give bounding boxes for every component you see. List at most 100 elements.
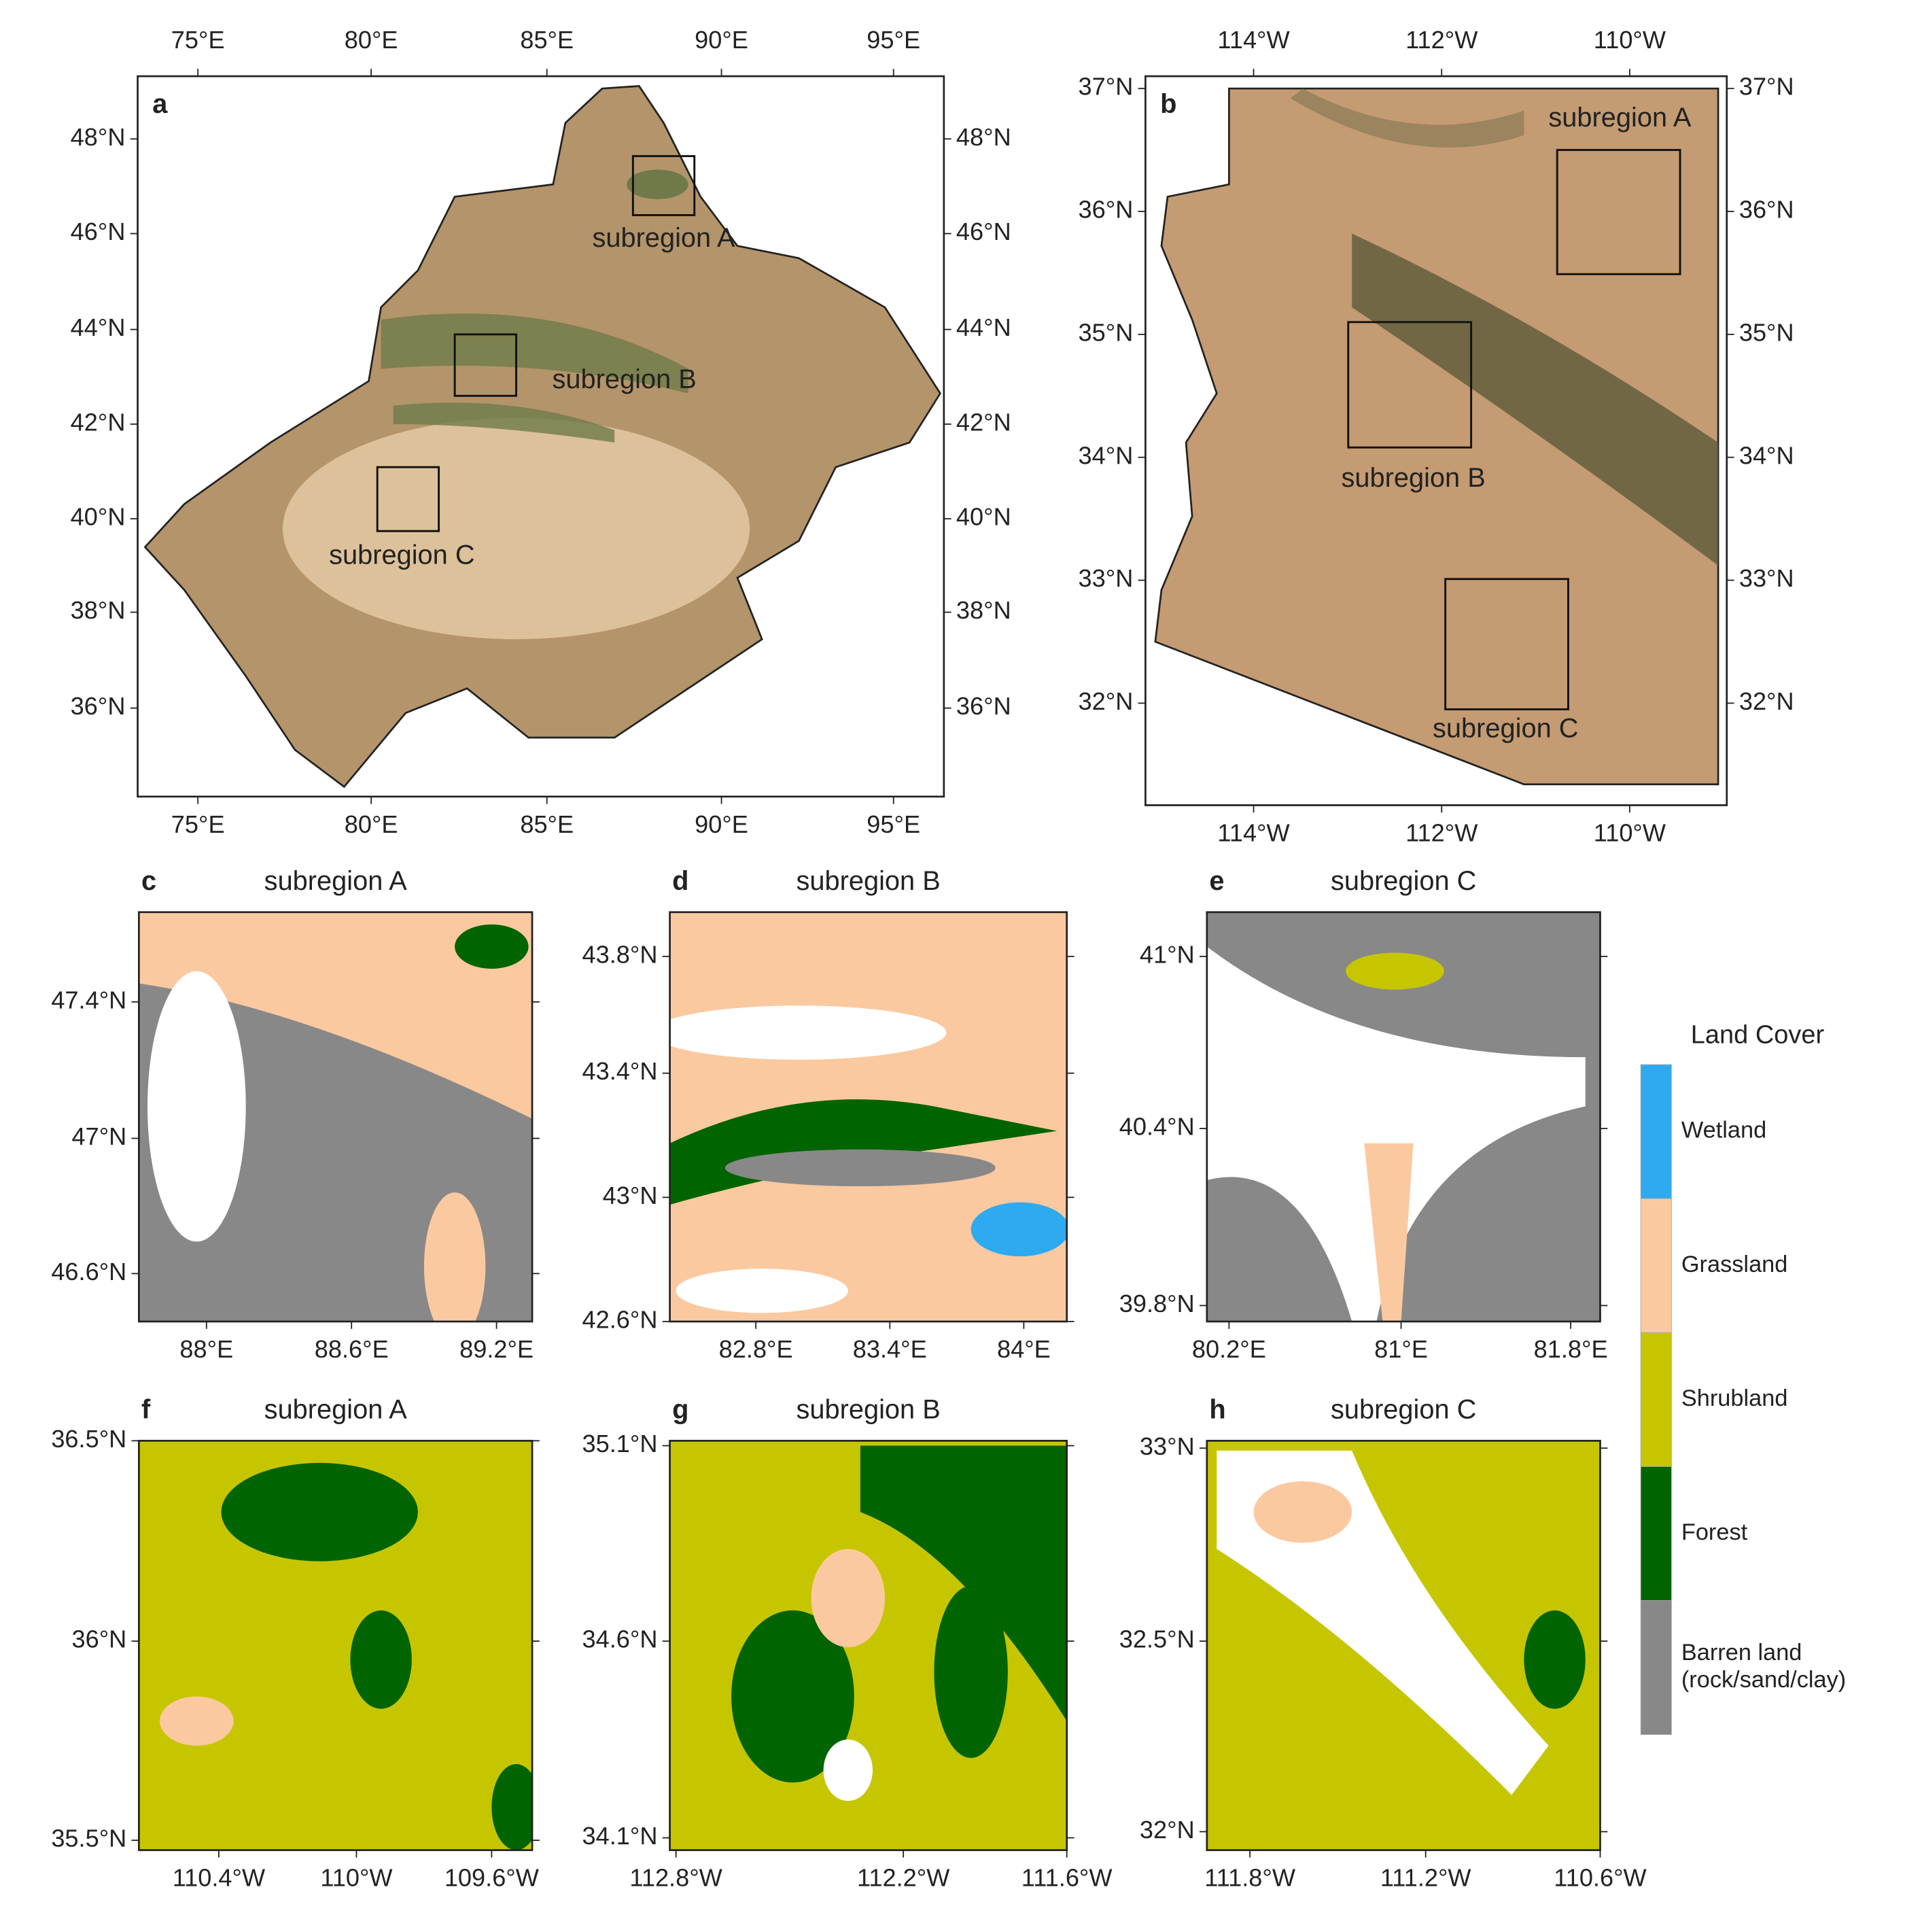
x-tick-label: 85°E bbox=[520, 810, 574, 838]
subregion-label: subregion C bbox=[1433, 714, 1578, 744]
y-tick-label: 37°N bbox=[1739, 73, 1794, 101]
y-tick-label: 34.1°N bbox=[582, 1822, 658, 1850]
patch bbox=[423, 1192, 486, 1322]
y-tick-label: 40°N bbox=[956, 503, 1011, 531]
x-tick-label: 75°E bbox=[171, 26, 225, 54]
x-tick-label: 112°W bbox=[1405, 818, 1478, 846]
x-tick-label: 114°W bbox=[1217, 818, 1289, 846]
map-b bbox=[1154, 87, 1719, 786]
patch bbox=[491, 1763, 533, 1850]
y-tick-label: 33°N bbox=[1739, 564, 1794, 592]
patch bbox=[1524, 1610, 1586, 1709]
y-tick-label: 43°N bbox=[603, 1181, 658, 1209]
y-tick-label: 36°N bbox=[71, 692, 126, 720]
x-tick-label: 110.6°W bbox=[1554, 1864, 1646, 1892]
patch bbox=[676, 1269, 848, 1313]
vegetation bbox=[627, 169, 688, 199]
patch bbox=[147, 971, 246, 1242]
subregion-label: subregion A bbox=[593, 223, 736, 253]
patch bbox=[455, 924, 529, 969]
x-tick-label: 82.8°E bbox=[719, 1335, 793, 1363]
x-tick-label: 95°E bbox=[867, 810, 920, 838]
frame bbox=[138, 911, 534, 1323]
y-tick-label: 46°N bbox=[956, 218, 1011, 245]
panel-letter: a bbox=[152, 89, 168, 119]
panel-letter: d bbox=[672, 866, 688, 896]
y-tick-label: 46.6°N bbox=[51, 1258, 126, 1286]
land-cover-map bbox=[1206, 1441, 1601, 1850]
legend-title: Land Cover bbox=[1691, 1020, 1825, 1049]
y-tick-label: 44°N bbox=[71, 313, 126, 341]
y-tick-label: 32°N bbox=[1079, 687, 1134, 715]
legend-label: Barren land bbox=[1681, 1640, 1802, 1666]
legend-swatch bbox=[1640, 1332, 1672, 1467]
panel-title: subregion C bbox=[1331, 866, 1476, 896]
x-tick-label: 112.8°W bbox=[629, 1864, 722, 1892]
x-tick-label: 89.2°E bbox=[459, 1335, 534, 1363]
land-cover-map bbox=[139, 1441, 533, 1850]
frame bbox=[1206, 1440, 1601, 1851]
land-cover-map bbox=[669, 912, 1067, 1322]
y-tick-label: 35.1°N bbox=[582, 1430, 658, 1457]
y-tick-label: 40°N bbox=[71, 503, 126, 531]
y-tick-label: 35°N bbox=[1739, 318, 1794, 346]
y-tick-label: 33°N bbox=[1140, 1432, 1195, 1460]
y-tick-label: 34°N bbox=[1739, 441, 1794, 469]
x-tick-label: 80°E bbox=[345, 810, 398, 838]
y-tick-label: 32°N bbox=[1140, 1816, 1195, 1844]
patch bbox=[731, 1610, 854, 1783]
x-tick-label: 90°E bbox=[695, 810, 748, 838]
y-tick-label: 42°N bbox=[71, 408, 126, 436]
land-cover-map bbox=[669, 1441, 1067, 1850]
x-tick-label: 85°E bbox=[520, 26, 574, 54]
y-tick-label: 39.8°N bbox=[1119, 1290, 1195, 1317]
patch bbox=[971, 1202, 1067, 1257]
subregion-box bbox=[1444, 578, 1569, 710]
x-tick-label: 95°E bbox=[867, 26, 920, 54]
x-tick-label: 81.8°E bbox=[1534, 1335, 1608, 1363]
y-tick-label: 34°N bbox=[1079, 441, 1134, 469]
land-cover-map bbox=[139, 912, 533, 1322]
patch bbox=[823, 1739, 873, 1801]
panel-letter: g bbox=[672, 1394, 688, 1424]
x-tick-label: 75°E bbox=[171, 810, 225, 838]
legend-label: Shrubland bbox=[1681, 1385, 1788, 1411]
x-tick-label: 110.4°W bbox=[173, 1864, 265, 1892]
x-tick-label: 114°W bbox=[1217, 26, 1289, 54]
subregion-box bbox=[453, 333, 517, 397]
y-tick-label: 38°N bbox=[956, 596, 1011, 624]
y-tick-label: 43.4°N bbox=[582, 1057, 658, 1085]
x-tick-label: 109.6°W bbox=[444, 1864, 539, 1892]
mountains bbox=[381, 313, 688, 443]
patch bbox=[1206, 946, 1586, 1322]
x-tick-label: 112°W bbox=[1405, 26, 1478, 54]
patch bbox=[811, 1549, 886, 1648]
subregion-label: subregion B bbox=[553, 364, 697, 394]
panel-title: subregion A bbox=[264, 866, 408, 896]
y-tick-label: 48°N bbox=[956, 123, 1011, 151]
panel-letter: e bbox=[1209, 866, 1224, 896]
land-cover-map bbox=[1206, 912, 1601, 1322]
y-tick-label: 35°N bbox=[1079, 318, 1134, 346]
frame bbox=[669, 911, 1068, 1323]
x-tick-label: 88°E bbox=[179, 1335, 233, 1363]
x-tick-label: 112.2°W bbox=[857, 1864, 949, 1892]
x-tick-label: 90°E bbox=[695, 26, 748, 54]
y-tick-label: 46°N bbox=[71, 218, 126, 245]
subregion-box bbox=[1347, 321, 1473, 449]
x-tick-label: 111.6°W bbox=[1021, 1864, 1113, 1892]
y-tick-label: 32°N bbox=[1739, 687, 1794, 715]
legend-label: Wetland bbox=[1681, 1118, 1766, 1143]
x-tick-label: 81°E bbox=[1374, 1335, 1428, 1363]
y-tick-label: 36°N bbox=[956, 692, 1011, 720]
y-tick-label: 42°N bbox=[956, 408, 1011, 436]
patch bbox=[1253, 1481, 1352, 1543]
subregion-label: subregion C bbox=[329, 540, 474, 570]
frame bbox=[137, 75, 945, 798]
frame bbox=[138, 1440, 534, 1851]
patch bbox=[1364, 1143, 1414, 1322]
legend-label: Forest bbox=[1681, 1519, 1748, 1545]
x-tick-label: 110°W bbox=[1594, 26, 1666, 54]
